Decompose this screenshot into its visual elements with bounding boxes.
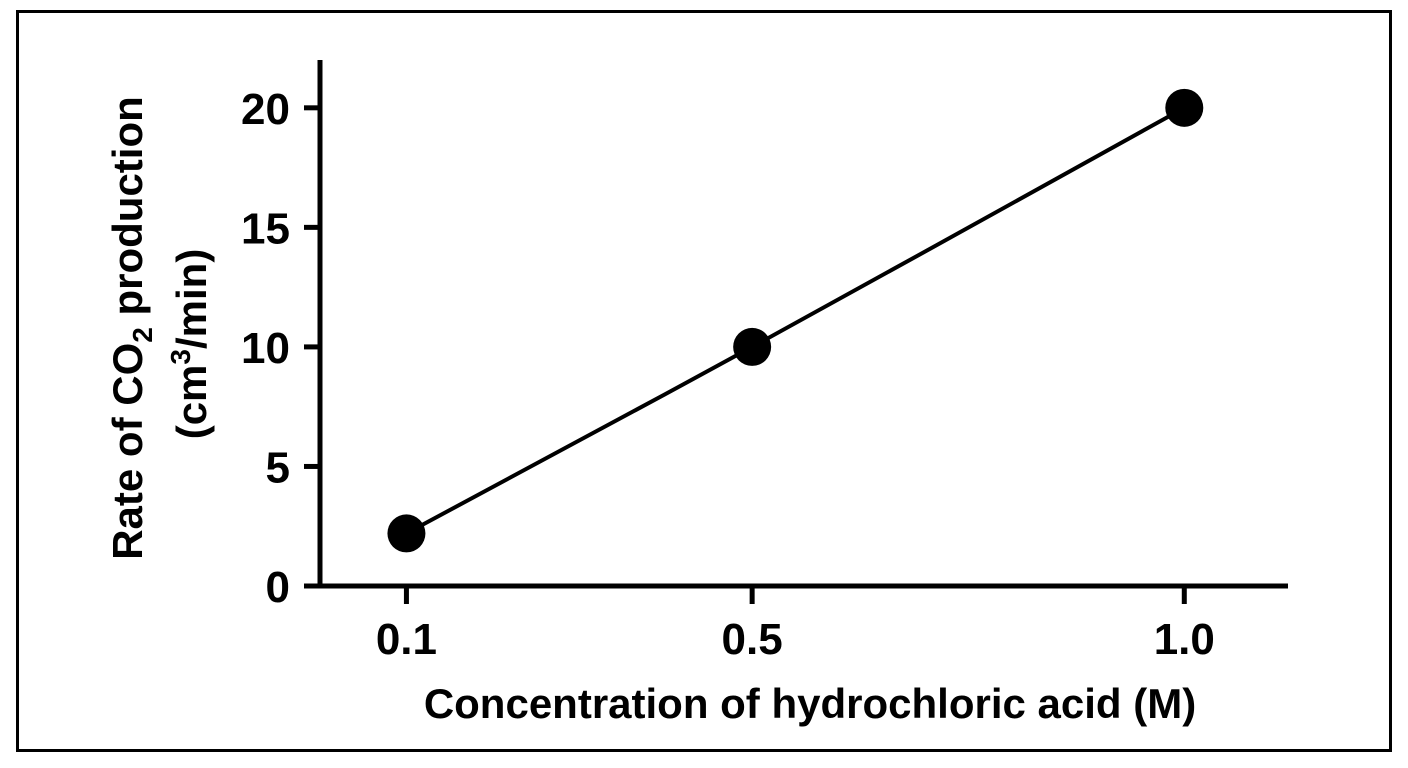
labels-layer: Concentration of hydrochloric acid (M) R… [104, 85, 1215, 727]
y-tick-label: 20 [241, 85, 290, 134]
y-tick-label: 15 [241, 204, 290, 253]
y-tick-label: 10 [241, 324, 290, 373]
x-tick-label: 0.1 [376, 615, 437, 664]
series-line [405, 106, 1186, 536]
data-point [387, 514, 426, 553]
data-point [1165, 88, 1204, 127]
chart-frame [16, 10, 1392, 752]
y-axis-title-line1: Rate of CO2 production [104, 96, 158, 560]
y-tick-label: 5 [266, 443, 290, 492]
series-layer [387, 88, 1204, 553]
x-tick-label: 1.0 [1154, 615, 1215, 664]
axes [304, 60, 1288, 604]
data-point [733, 327, 772, 366]
y-axis-title-line2: (cm3/min) [165, 249, 215, 440]
y-tick-label: 0 [266, 563, 290, 612]
x-axis-title: Concentration of hydrochloric acid (M) [424, 680, 1196, 727]
x-tick-label: 0.5 [722, 615, 783, 664]
